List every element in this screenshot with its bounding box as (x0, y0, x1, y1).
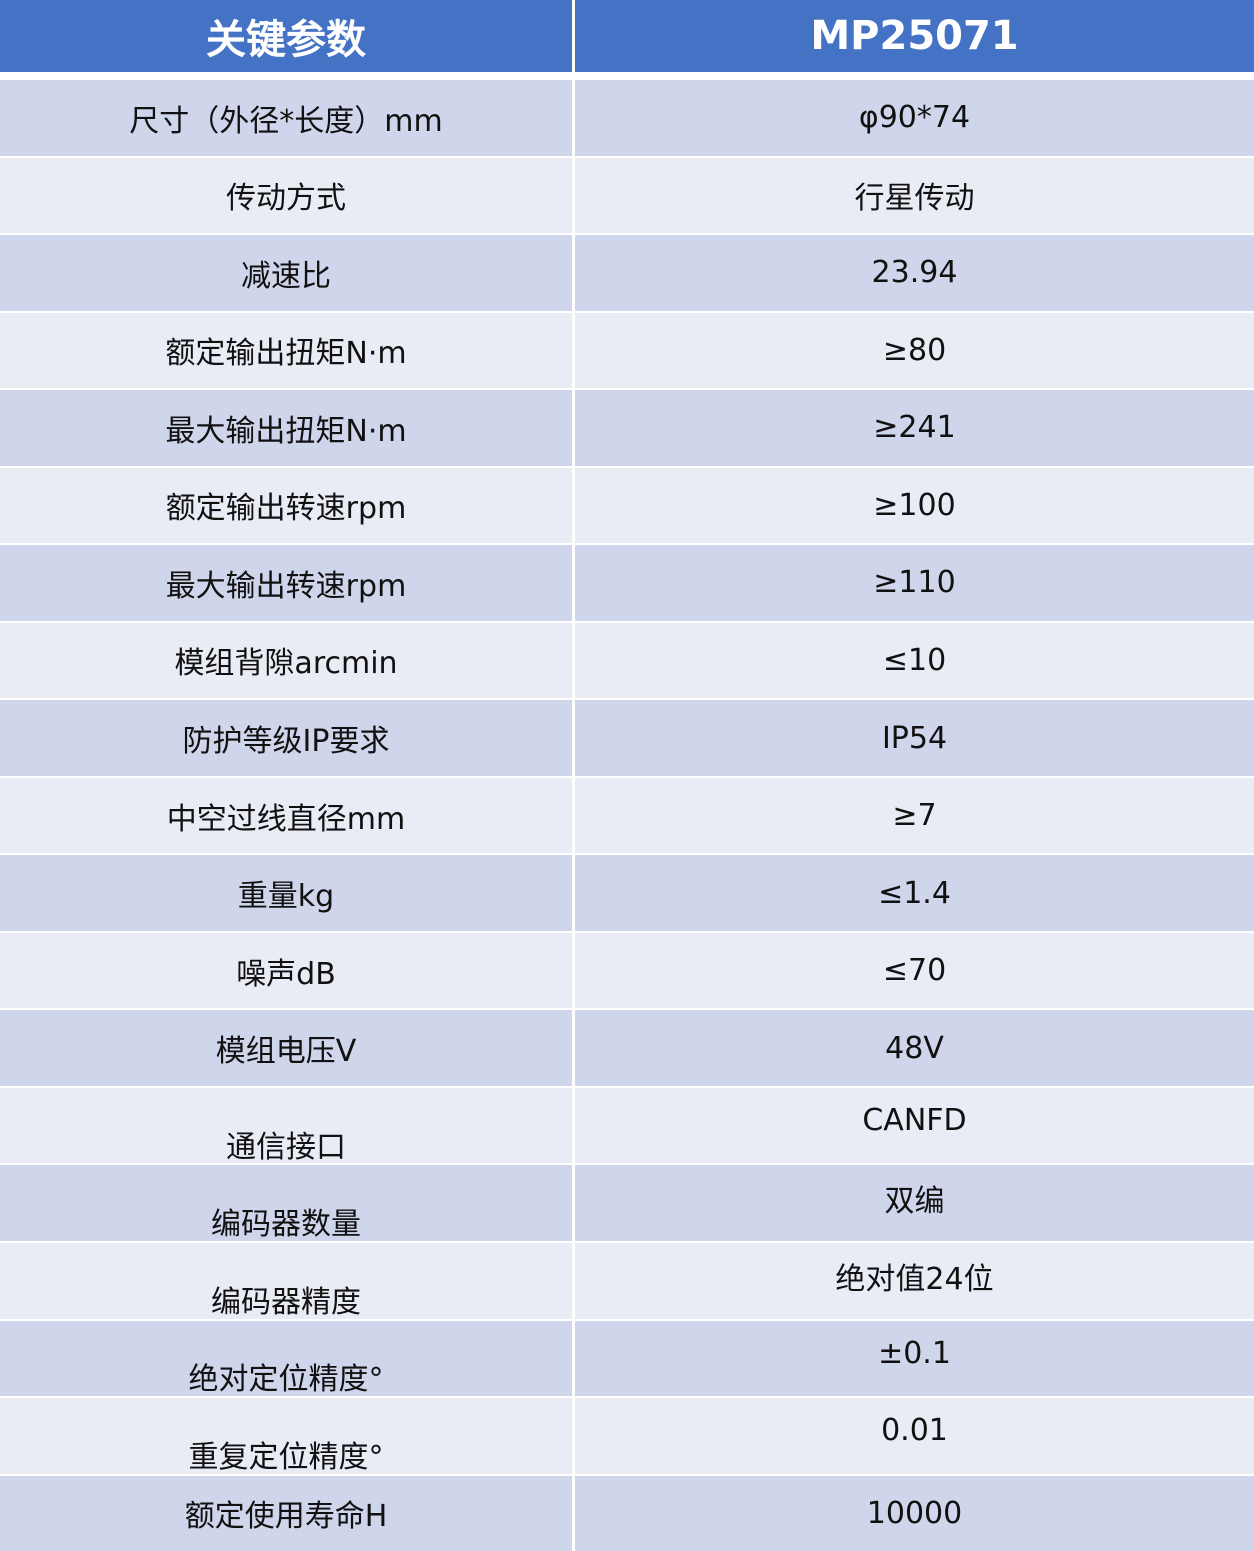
spec-label: 传动方式 (226, 181, 346, 217)
spec-value-cell: ≥241 (575, 390, 1254, 466)
spec-label: 通信接口 (226, 1129, 346, 1165)
spec-label-cell: 重量kg (0, 855, 572, 931)
spec-label: 减速比 (241, 258, 331, 294)
spec-label: 尺寸（外径*长度）mm (129, 103, 443, 139)
spec-value: φ90*74 (858, 100, 971, 136)
spec-value: ≥80 (882, 332, 947, 368)
spec-value-cell: ≤70 (575, 932, 1254, 1009)
spec-value-cell: ≥110 (575, 545, 1254, 621)
table-row: 编码器数量 双编 (0, 1165, 1254, 1243)
spec-label-cell: 模组背隙arcmin (0, 622, 572, 699)
spec-value: 双编 (884, 1184, 945, 1220)
spec-label: 编码器数量 (211, 1207, 361, 1243)
spec-label: 重复定位精度° (188, 1439, 384, 1475)
spec-value-cell: 绝对值24位 (575, 1242, 1254, 1319)
spec-value: ≤10 (882, 642, 947, 678)
table-row: 减速比 23.94 (0, 235, 1254, 311)
spec-label-cell: 重复定位精度° (0, 1398, 572, 1475)
spec-label-cell: 额定输出转速rpm (0, 467, 572, 544)
spec-label-cell: 绝对定位精度° (0, 1320, 572, 1398)
spec-label-cell: 最大输出转速rpm (0, 545, 572, 621)
spec-value-cell: ≥7 (575, 777, 1254, 854)
spec-value-cell: 23.94 (575, 235, 1254, 311)
spec-label: 额定输出扭矩N·m (165, 336, 407, 372)
spec-label-cell: 中空过线直径mm (0, 777, 572, 854)
table-row: 额定输出扭矩N·m ≥80 (0, 312, 1254, 389)
table-row: 尺寸（外径*长度）mm φ90*74 (0, 80, 1254, 156)
spec-value: ≤70 (882, 953, 947, 989)
spec-value-cell: ≥80 (575, 312, 1254, 389)
table-row: 编码器精度 绝对值24位 (0, 1242, 1254, 1320)
spec-table: 尺寸（外径*长度）mm φ90*74 传动方式 行星传动减速比 23.94 额定输出扭矩N… (0, 80, 1254, 1551)
table-row: 传动方式 行星传动 (0, 157, 1254, 234)
spec-value-cell: 0.01 (575, 1398, 1254, 1474)
spec-label: 绝对定位精度° (188, 1362, 384, 1398)
spec-value-cell: ≥100 (575, 467, 1254, 544)
spec-label: 模组电压V (215, 1034, 357, 1070)
spec-value-cell: IP54 (575, 700, 1254, 776)
table-row: 最大输出转速rpm ≥110 (0, 545, 1254, 621)
spec-label-cell: 编码器数量 (0, 1165, 572, 1243)
spec-value: ≥110 (873, 565, 956, 601)
spec-value: 0.01 (881, 1413, 948, 1449)
spec-label: 额定输出转速rpm (165, 491, 407, 527)
spec-value-cell: CANFD (575, 1087, 1254, 1164)
table-row: 防护等级IP要求 IP54 (0, 700, 1254, 776)
spec-value: ≥7 (892, 798, 937, 834)
table-row: 额定使用寿命H 10000 (0, 1475, 1254, 1551)
spec-value: 48V (885, 1030, 944, 1066)
spec-label-cell: 噪声dB (0, 932, 572, 1009)
spec-value: 绝对值24位 (835, 1261, 994, 1297)
spec-value: ≥241 (873, 410, 956, 446)
spec-label-cell: 减速比 (0, 235, 572, 311)
spec-label: 中空过线直径mm (166, 801, 406, 837)
spec-value: 10000 (866, 1495, 963, 1531)
spec-value: IP54 (881, 720, 948, 756)
spec-value-cell: 行星传动 (575, 157, 1254, 234)
spec-label-cell: 额定输出扭矩N·m (0, 312, 572, 389)
spec-value-cell: ≤10 (575, 622, 1254, 699)
table-row: 中空过线直径mm ≥7 (0, 777, 1254, 854)
spec-label: 重量kg (237, 879, 335, 915)
spec-label-cell: 模组电压V (0, 1010, 572, 1086)
spec-value: CANFD (862, 1103, 967, 1139)
spec-value: 23.94 (871, 255, 958, 291)
spec-label-cell: 最大输出扭矩N·m (0, 390, 572, 466)
table-row: 模组电压V 48V (0, 1010, 1254, 1086)
spec-label-cell: 防护等级IP要求 (0, 700, 572, 776)
table-header: 关键参数 MP25071 (0, 0, 1254, 72)
spec-value-cell: 10000 (575, 1475, 1254, 1551)
spec-label-cell: 通信接口 (0, 1087, 572, 1165)
spec-label-cell: 编码器精度 (0, 1242, 572, 1320)
spec-label: 编码器精度 (211, 1284, 361, 1320)
spec-value-cell: 双编 (575, 1165, 1254, 1241)
spec-value-cell: ≤1.4 (575, 855, 1254, 931)
spec-label-cell: 尺寸（外径*长度）mm (0, 80, 572, 156)
spec-value: ≤1.4 (878, 875, 951, 911)
spec-label: 噪声dB (236, 956, 336, 992)
table-row: 重复定位精度° 0.01 (0, 1398, 1254, 1475)
spec-value: ±0.1 (878, 1335, 951, 1371)
spec-label: 最大输出转速rpm (165, 568, 407, 604)
header-param: 关键参数 (0, 0, 572, 72)
table-row: 通信接口 CANFD (0, 1087, 1254, 1165)
spec-label: 最大输出扭矩N·m (165, 413, 407, 449)
table-row: 模组背隙arcmin ≤10 (0, 622, 1254, 699)
spec-value-cell: ±0.1 (575, 1320, 1254, 1397)
spec-value-cell: 48V (575, 1010, 1254, 1086)
table-row: 最大输出扭矩N·m ≥241 (0, 390, 1254, 466)
spec-label: 防护等级IP要求 (182, 724, 390, 760)
spec-value-cell: φ90*74 (575, 80, 1254, 156)
spec-label: 额定使用寿命H (184, 1499, 388, 1535)
spec-label: 模组背隙arcmin (174, 646, 398, 682)
spec-label-cell: 额定使用寿命H (0, 1475, 572, 1551)
spec-label-cell: 传动方式 (0, 157, 572, 234)
table-row: 额定输出转速rpm ≥100 (0, 467, 1254, 544)
table-row: 重量kg ≤1.4 (0, 855, 1254, 931)
spec-value: ≥100 (873, 487, 956, 523)
spec-value: 行星传动 (854, 181, 975, 217)
table-row: 噪声dB ≤70 (0, 932, 1254, 1009)
header-model: MP25071 (575, 0, 1254, 72)
table-row: 绝对定位精度° ±0.1 (0, 1320, 1254, 1398)
